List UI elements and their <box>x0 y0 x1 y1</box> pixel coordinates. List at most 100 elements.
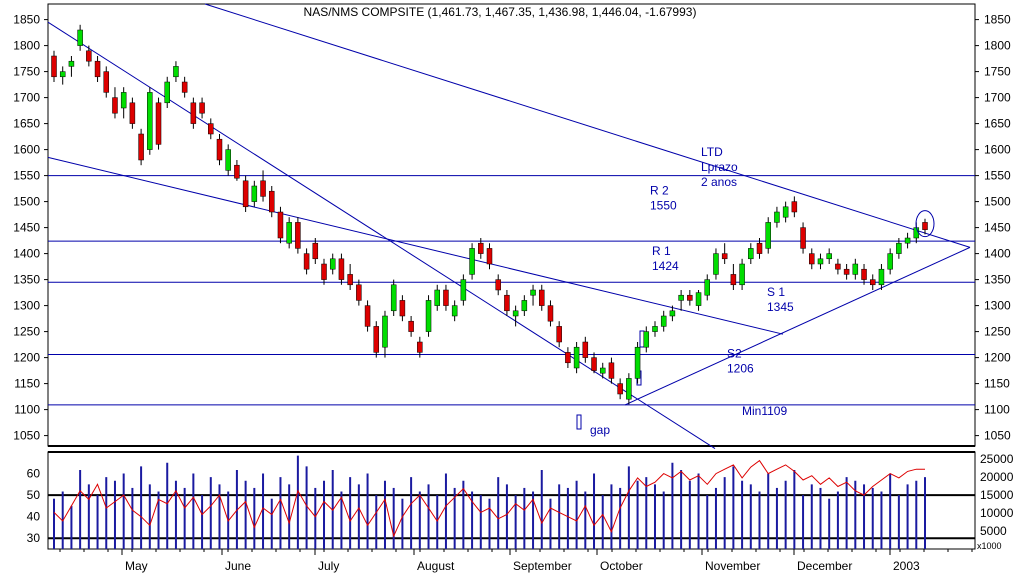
x-tick-label: July <box>318 559 339 573</box>
candle-body <box>251 185 258 202</box>
candle <box>626 373 632 405</box>
candle <box>269 186 275 218</box>
y-tick-label-right: 1400 <box>984 247 1011 261</box>
candle <box>94 56 101 82</box>
candle-body <box>721 253 728 260</box>
candle <box>748 243 754 264</box>
oscillator-tick-label: 40 <box>27 510 41 524</box>
y-tick-label-left: 1400 <box>13 247 40 261</box>
candle <box>573 342 580 374</box>
candle-body <box>216 138 223 161</box>
candle <box>730 264 737 290</box>
candle <box>382 310 388 358</box>
y-tick-label-left: 1450 <box>13 221 40 235</box>
candle-body <box>695 292 702 306</box>
candle <box>190 97 197 129</box>
candle-body <box>295 222 301 249</box>
candle <box>869 274 876 290</box>
y-tick-label-right: 1350 <box>984 273 1011 287</box>
candle-body <box>626 378 632 400</box>
candle-body <box>112 97 118 114</box>
candle <box>704 274 710 301</box>
candle-body <box>504 294 510 312</box>
candle <box>774 206 780 228</box>
candle <box>112 87 118 119</box>
y-tick-label-left: 1750 <box>13 65 40 79</box>
trend-line <box>47 156 784 335</box>
candle <box>565 347 571 368</box>
x-tick-label: August <box>417 559 455 573</box>
candle-body <box>486 248 493 265</box>
candle-body <box>678 294 684 301</box>
candle-body <box>303 253 310 270</box>
candle <box>800 222 806 254</box>
candle <box>373 321 380 358</box>
candle <box>295 217 301 254</box>
x-tick-label: June <box>225 559 251 573</box>
level-label: Min1109 <box>742 404 787 418</box>
candle <box>817 253 824 270</box>
candle <box>486 243 493 270</box>
candle-body <box>512 310 519 317</box>
candle-body <box>539 289 545 306</box>
candle-body <box>443 289 449 306</box>
candle <box>68 56 75 77</box>
candle-body <box>364 305 371 327</box>
y-tick-label-right: 1600 <box>984 143 1011 157</box>
candle <box>399 295 406 322</box>
candle <box>591 352 597 374</box>
y-tick-label-left: 1350 <box>13 273 40 287</box>
candle-body <box>843 268 850 275</box>
gap-marker <box>639 330 645 348</box>
candle-body <box>826 253 832 260</box>
x-tick-label: October <box>600 559 643 573</box>
candle-body <box>634 346 641 379</box>
candle-body <box>460 279 467 301</box>
candle-body <box>408 320 414 332</box>
candle <box>77 24 83 51</box>
trend-line <box>47 21 716 450</box>
candle-body <box>547 305 554 322</box>
candle-body <box>896 242 902 254</box>
candle <box>530 284 536 306</box>
candle <box>147 87 153 155</box>
y-tick-label-right: 1100 <box>984 403 1010 417</box>
candle-body <box>120 92 127 109</box>
axes: 1050 1050 1100 1100 1150 1150 1200 1200 1250 1250… <box>13 13 1013 573</box>
y-tick-label-left: 1050 <box>13 429 40 443</box>
candle <box>512 305 519 327</box>
candle <box>199 97 205 119</box>
candle <box>234 160 240 181</box>
candle-body <box>347 274 353 286</box>
candle-body <box>173 66 179 78</box>
y-tick-label-left: 1250 <box>13 325 40 339</box>
candle <box>843 264 850 280</box>
x-tick-label: May <box>125 559 148 573</box>
candle-body <box>599 367 606 374</box>
candle-body <box>234 164 240 179</box>
candle <box>922 218 928 235</box>
level-label: S2 <box>727 346 742 360</box>
candle-body <box>329 258 336 270</box>
candle-body <box>312 242 319 260</box>
chart-title: NAS/NMS COMPSITE (1,461.73, 1,467.35, 1,… <box>304 5 697 19</box>
candle-body <box>861 268 867 280</box>
candle <box>329 253 336 275</box>
y-tick-label-left: 1800 <box>13 39 40 53</box>
candle <box>791 196 798 218</box>
candle <box>59 66 66 85</box>
candle-body <box>878 268 885 286</box>
candle <box>904 232 911 249</box>
level-value-label: 1206 <box>727 361 754 375</box>
y-tick-label-right: 1700 <box>984 91 1011 105</box>
oscillator-tick-label: 50 <box>27 488 41 502</box>
oscillator-tick-label: 30 <box>27 531 41 545</box>
candle-body <box>704 279 710 296</box>
candle-body <box>774 211 780 223</box>
candle <box>782 201 789 223</box>
candle <box>312 238 319 264</box>
candle <box>425 295 432 337</box>
candle-body <box>190 102 197 124</box>
candle-body <box>373 326 380 353</box>
